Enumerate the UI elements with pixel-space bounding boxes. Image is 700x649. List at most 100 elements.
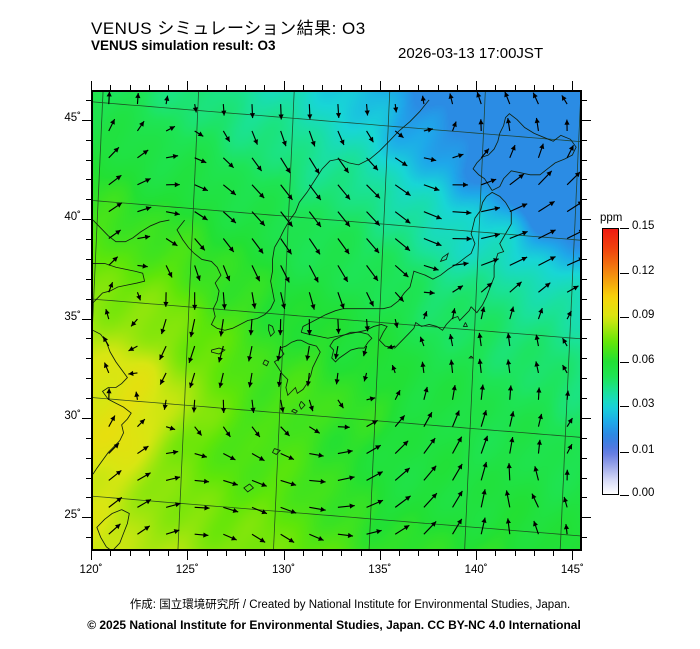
axis-tick xyxy=(206,551,208,556)
map-overlays xyxy=(93,92,580,549)
footer-license: © 2025 National Institute for Environmen… xyxy=(87,618,581,632)
axis-tick xyxy=(86,338,91,340)
axis-tick xyxy=(264,85,266,90)
axis-tick xyxy=(129,551,131,556)
axis-tick xyxy=(86,378,91,380)
axis-tick xyxy=(582,517,591,519)
axis-tick xyxy=(360,551,362,556)
longitude-label: 130˚ xyxy=(272,564,296,576)
axis-tick xyxy=(245,551,246,556)
axis-tick xyxy=(582,119,591,121)
footer: 作成: 国立環境研究所 / Created by National Instit… xyxy=(0,596,700,646)
axis-tick xyxy=(206,85,208,90)
colorbar-tick-label: 0.15 xyxy=(632,220,655,232)
axis-tick xyxy=(553,85,555,90)
axis-tick xyxy=(582,258,587,260)
longitude-label: 120˚ xyxy=(79,564,103,576)
page-title-japanese: VENUS シミュレーション結果: O3 xyxy=(91,19,366,38)
axis-tick xyxy=(476,81,478,90)
axis-tick xyxy=(82,119,91,121)
axis-tick xyxy=(168,551,169,556)
axis-tick xyxy=(476,551,478,560)
colorbar-tick xyxy=(620,272,629,274)
axis-tick xyxy=(86,477,91,479)
axis-tick xyxy=(86,139,91,141)
colorbar-tick xyxy=(620,316,629,318)
axis-tick xyxy=(582,457,587,459)
axis-tick xyxy=(225,85,227,90)
axis-tick xyxy=(129,85,131,90)
colorbar-tick-label: 0.00 xyxy=(632,487,655,499)
axis-tick xyxy=(456,85,458,90)
axis-tick xyxy=(514,85,516,90)
axis-tick xyxy=(86,179,91,181)
ozone-concentration-field xyxy=(93,92,580,549)
axis-tick xyxy=(86,258,91,260)
latitude-label: 30˚ xyxy=(64,409,81,422)
axis-tick xyxy=(322,551,324,556)
map-plot-area xyxy=(91,90,582,551)
axis-tick xyxy=(110,85,112,90)
axis-tick xyxy=(582,239,587,240)
axis-tick xyxy=(341,85,343,90)
axis-tick xyxy=(582,417,591,419)
axis-tick xyxy=(148,551,150,556)
axis-tick xyxy=(533,85,535,90)
axis-tick xyxy=(82,517,91,519)
colorbar-tick-label: 0.12 xyxy=(632,264,655,277)
axis-tick xyxy=(82,417,91,419)
colorbar-tick xyxy=(620,495,629,496)
axis-tick xyxy=(379,551,381,560)
axis-tick xyxy=(86,398,91,399)
axis-tick xyxy=(322,85,324,90)
axis-tick xyxy=(225,551,227,556)
colorbar-gradient xyxy=(602,228,619,495)
axis-tick xyxy=(572,81,574,90)
axis-tick xyxy=(245,85,246,90)
axis-tick xyxy=(582,318,591,320)
axis-tick xyxy=(514,551,516,556)
axis-tick xyxy=(86,537,91,539)
axis-tick xyxy=(437,85,439,90)
axis-tick xyxy=(91,551,92,560)
axis-tick xyxy=(264,551,266,556)
colorbar-tick-label: 0.03 xyxy=(632,398,655,411)
axis-tick xyxy=(553,551,555,556)
axis-tick xyxy=(582,159,587,161)
axis-tick xyxy=(283,551,285,560)
axis-tick xyxy=(582,477,587,479)
coastline-layer xyxy=(93,99,577,549)
colorbar-tick-label: 0.09 xyxy=(632,308,655,321)
axis-tick xyxy=(86,437,91,439)
axis-tick xyxy=(82,219,91,221)
axis-tick xyxy=(86,239,91,240)
axis-tick xyxy=(86,278,91,280)
axis-tick xyxy=(495,551,497,556)
axis-tick xyxy=(582,437,587,439)
colorbar-tick xyxy=(620,406,629,408)
colorbar-tick xyxy=(620,228,629,229)
axis-tick xyxy=(302,551,304,556)
timestamp-label: 2026-03-13 17:00JST xyxy=(398,45,544,62)
axis-tick xyxy=(86,497,91,499)
colorbar-tick-label: 0.06 xyxy=(632,353,655,366)
axis-tick xyxy=(86,99,91,101)
axis-tick xyxy=(533,551,535,556)
axis-tick xyxy=(168,85,169,90)
colorbar-unit-label: ppm xyxy=(600,212,623,224)
axis-tick xyxy=(86,159,91,161)
wind-vector-layer xyxy=(102,92,580,543)
axis-tick xyxy=(187,81,189,90)
axis-tick xyxy=(399,85,401,90)
axis-tick xyxy=(418,551,420,556)
page-title-english: VENUS simulation result: O3 xyxy=(91,38,276,53)
axis-tick xyxy=(582,398,587,399)
axis-tick xyxy=(456,551,458,556)
latitude-label: 45˚ xyxy=(64,111,81,124)
axis-tick xyxy=(418,85,420,90)
axis-tick xyxy=(437,551,439,556)
footer-credit: 作成: 国立環境研究所 / Created by National Instit… xyxy=(129,599,571,611)
axis-tick xyxy=(582,278,587,280)
axis-tick xyxy=(341,551,343,556)
